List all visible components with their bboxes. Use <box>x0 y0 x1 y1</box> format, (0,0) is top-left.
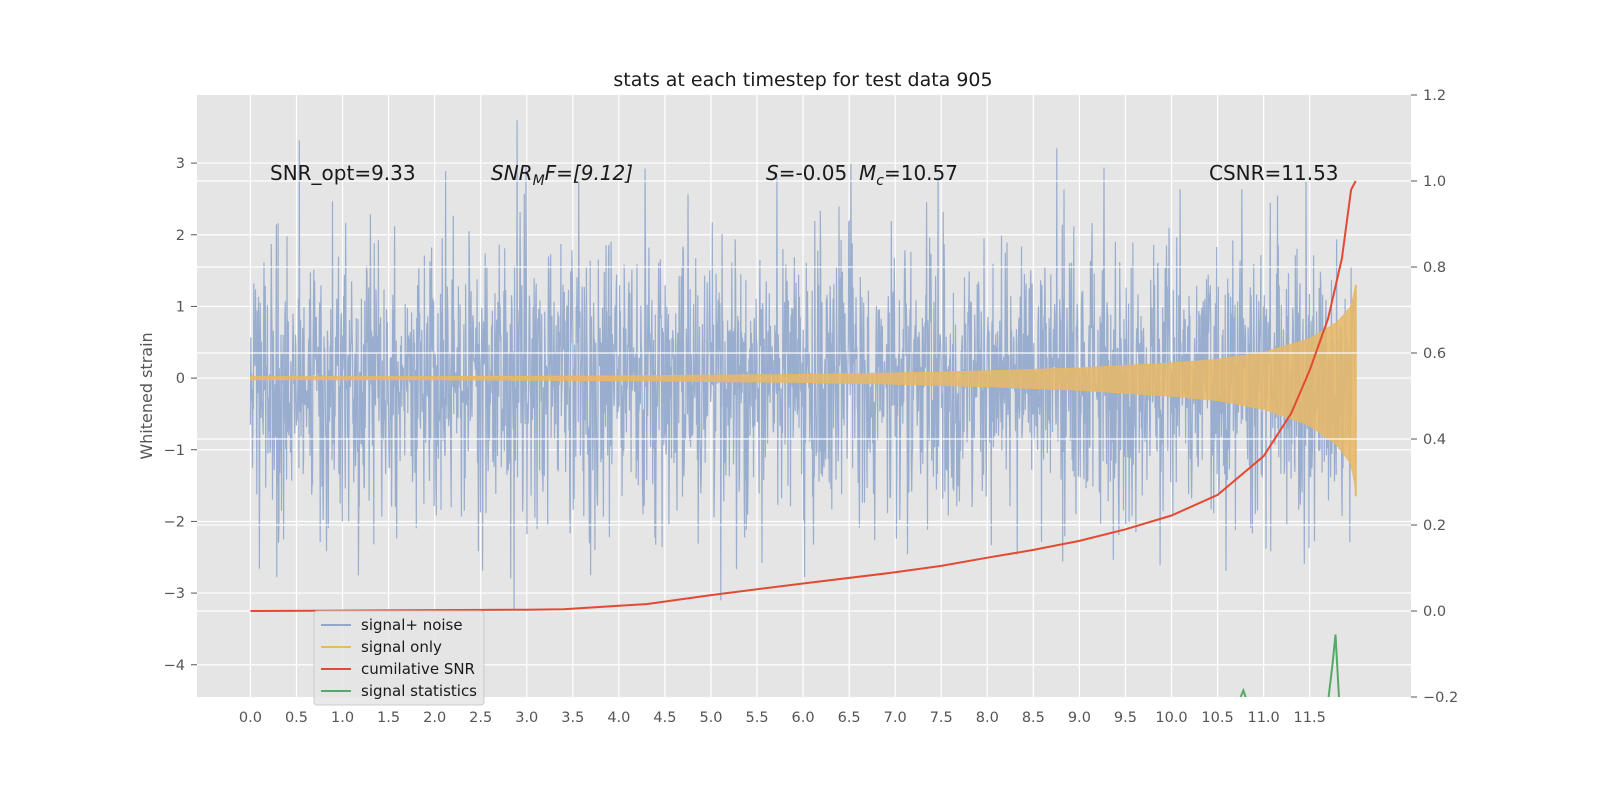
annotation-s: S=-0.05 <box>766 161 847 185</box>
x-tick-label: 11.0 <box>1247 710 1279 726</box>
annotation-mc-sub: c <box>876 173 884 189</box>
y-tick-label: 0 <box>176 371 185 387</box>
annotation-mc: Mc=10.57 <box>859 161 958 189</box>
y-tick-label: −1 <box>164 443 185 459</box>
annotation-snr-mf-rest: F=[9.12] <box>545 161 633 185</box>
x-tick-label: 6.5 <box>838 710 861 726</box>
x-tick-label: 8.5 <box>1022 710 1045 726</box>
x-tick-label: 7.5 <box>930 710 953 726</box>
x-tick-label: 3.0 <box>515 710 538 726</box>
line-signal-noise <box>249 120 1357 610</box>
y-tick-label: −3 <box>164 586 185 602</box>
chart-title: stats at each timestep for test data 905 <box>613 69 992 91</box>
legend-label-signal-noise: signal+ noise <box>361 616 463 634</box>
x-axis: 0.0 0.5 1.0 1.5 2.0 2.5 3.0 3.5 4.0 4.5 5.0 5.5 6.0 6… <box>239 710 1326 726</box>
x-tick-label: 6.0 <box>792 710 815 726</box>
x-tick-label: 0.0 <box>239 710 262 726</box>
x-tick-label: 0.5 <box>285 710 308 726</box>
annotation-mc-value: =10.57 <box>884 161 958 185</box>
annotation-mc-label: M <box>859 161 876 185</box>
y-tick-label: 3 <box>176 156 185 172</box>
legend-item-signal-only: signal only <box>321 638 442 656</box>
x-tick-label: 4.5 <box>653 710 676 726</box>
legend-item-cumulative-snr: cumilative SNR <box>321 660 475 678</box>
y-tick-label: −2 <box>164 514 185 530</box>
y-axis-left: 3 2 1 0 −1 −2 −3 −4 <box>164 156 197 674</box>
legend-box <box>313 610 485 706</box>
x-tick-label: 1.0 <box>331 710 354 726</box>
grid-overlay <box>197 180 1411 612</box>
annotation-s-label: S <box>766 161 779 185</box>
series-cumulative-snr <box>250 180 1357 612</box>
x-tick-label: 2.0 <box>423 710 446 726</box>
x-tick-label: 1.5 <box>377 710 400 726</box>
x-tick-label: 2.5 <box>469 710 492 726</box>
y2-tick-label: −0.2 <box>1423 690 1458 706</box>
legend-label-cumulative-snr: cumilative SNR <box>361 660 475 678</box>
x-tick-label: 5.0 <box>699 710 722 726</box>
y2-tick-label: 0.0 <box>1423 604 1446 620</box>
legend-label-signal-statistics: signal statistics <box>361 682 477 700</box>
series-signal-noise <box>249 120 1357 610</box>
series-signal-only <box>249 284 1357 497</box>
x-tick-label: 10.5 <box>1201 710 1233 726</box>
x-tick-label: 3.5 <box>561 710 584 726</box>
x-tick-label: 11.5 <box>1294 710 1326 726</box>
x-tick-label: 4.0 <box>607 710 630 726</box>
x-tick-label: 10.0 <box>1155 710 1187 726</box>
x-tick-label: 9.0 <box>1068 710 1091 726</box>
annotation-snr-mf-main: SNR <box>491 161 533 185</box>
x-tick-label: 7.0 <box>884 710 907 726</box>
annotation-snr-opt: SNR_opt=9.33 <box>270 161 416 185</box>
y2-tick-label: 0.6 <box>1423 346 1446 362</box>
line-cumulative-snr <box>250 180 1357 612</box>
y2-tick-label: 0.8 <box>1423 260 1446 276</box>
y-tick-label: −4 <box>164 658 185 674</box>
legend: signal+ noise signal only cumilative SNR… <box>313 610 485 706</box>
legend-item-signal-noise: signal+ noise <box>321 616 463 634</box>
y2-tick-label: 1.2 <box>1423 88 1446 104</box>
x-tick-label: 8.0 <box>976 710 999 726</box>
line-signal-statistics-a <box>1239 687 1247 697</box>
y2-tick-label: 1.0 <box>1423 174 1446 190</box>
y-axis-label: Whitened strain <box>137 332 156 459</box>
legend-item-signal-statistics: signal statistics <box>321 682 477 700</box>
annotation-snr-mf: SNRMF=[9.12] <box>491 161 633 189</box>
series-signal-statistics <box>1239 634 1340 697</box>
annotation-s-value: =-0.05 <box>779 161 848 185</box>
y-axis-right: 1.2 1.0 0.8 0.6 0.4 0.2 0.0 −0.2 <box>1411 88 1458 706</box>
y2-tick-label: 0.4 <box>1423 432 1446 448</box>
annotations: SNR_opt=9.33 SNRMF=[9.12] S=-0.05 Mc=10.… <box>270 161 1339 189</box>
annotation-csnr: CSNR=11.53 <box>1209 161 1339 185</box>
legend-label-signal-only: signal only <box>361 638 442 656</box>
x-tick-label: 9.5 <box>1114 710 1137 726</box>
y-tick-label: 1 <box>176 299 185 315</box>
annotation-snr-mf-sub: M <box>533 173 545 189</box>
y-tick-label: 2 <box>176 228 185 244</box>
x-tick-label: 5.5 <box>745 710 768 726</box>
line-signal-statistics-b <box>1327 634 1340 697</box>
y2-tick-label: 0.2 <box>1423 518 1446 534</box>
